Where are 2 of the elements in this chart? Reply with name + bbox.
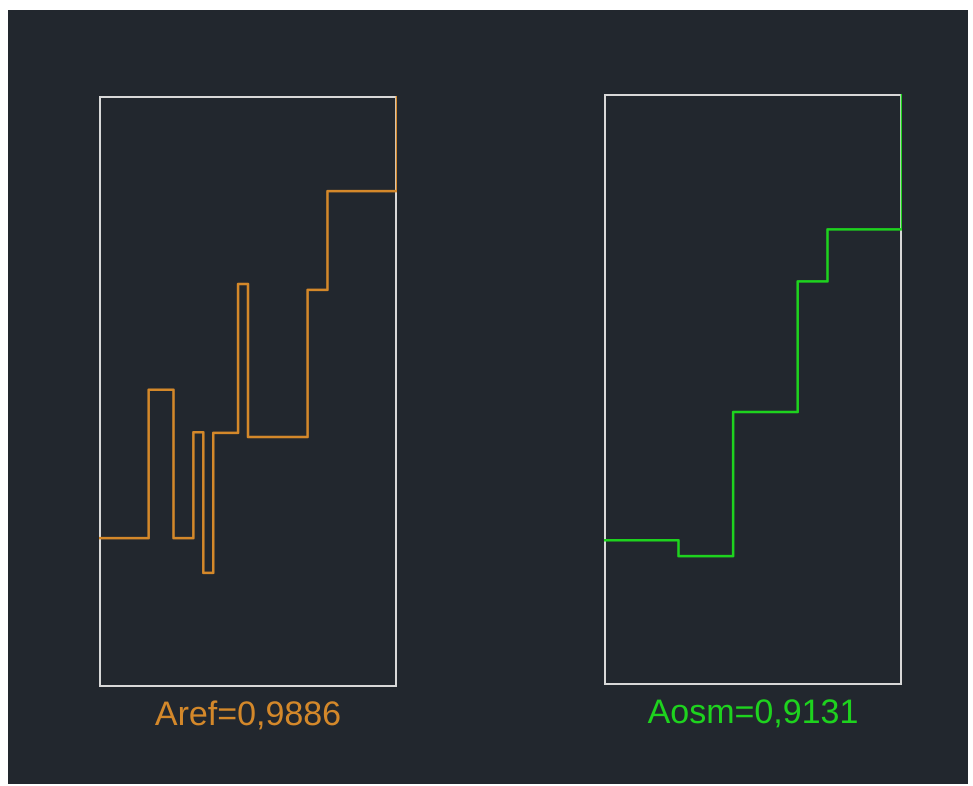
x-axis-title: Aref=0,9886 (154, 695, 342, 734)
x-axis-title: Aosm=0,9131 (646, 693, 860, 732)
